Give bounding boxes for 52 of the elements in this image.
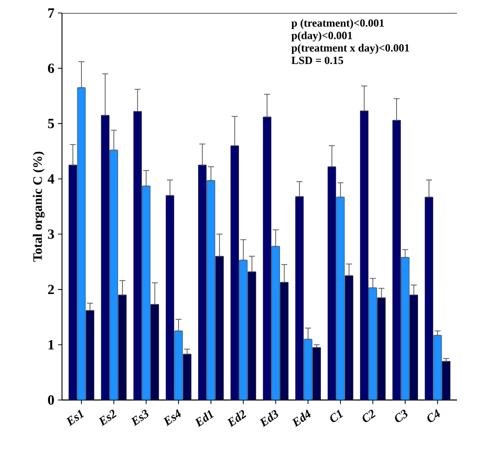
annotation: p(day)<0.001 <box>291 31 352 42</box>
bar <box>360 110 368 400</box>
y-tick-label: 7 <box>48 8 54 18</box>
annotation: LSD = 0.15 <box>291 56 344 64</box>
x-tick-label: Es2 <box>98 410 117 426</box>
x-tick-label: Ed2 <box>227 410 246 428</box>
bar <box>433 335 442 400</box>
x-tick-label: Es4 <box>164 409 181 426</box>
bar <box>110 150 118 400</box>
bar <box>183 354 192 400</box>
bar <box>410 294 418 400</box>
bar <box>312 347 321 400</box>
annotation: p(treatment x day)<0.001 <box>291 44 410 54</box>
bar <box>392 120 401 400</box>
bar <box>230 146 239 400</box>
bar <box>272 246 280 400</box>
bar <box>174 330 183 400</box>
bar <box>68 164 77 400</box>
bar <box>368 288 377 400</box>
annotation: p (treatment)<0.001 <box>291 19 384 29</box>
x-tick-label: Es1 <box>66 410 84 426</box>
bar <box>142 186 150 400</box>
bar <box>133 111 142 400</box>
bar <box>198 164 206 400</box>
y-tick-label: 2 <box>48 284 54 294</box>
x-tick-label: Ed3 <box>260 410 278 428</box>
x-tick-label: Ed1 <box>195 410 214 428</box>
bar <box>101 115 110 400</box>
bar <box>442 361 450 400</box>
x-tick-label: Ed4 <box>292 409 311 428</box>
bar <box>280 282 288 400</box>
y-tick-label: 5 <box>48 118 54 128</box>
bar <box>166 195 174 400</box>
bar <box>150 304 159 400</box>
bar <box>401 257 410 400</box>
x-tick-label: C3 <box>395 410 408 422</box>
x-tick-label: C1 <box>330 410 344 422</box>
bar <box>86 310 94 400</box>
y-tick-label: 6 <box>48 64 54 73</box>
bar <box>262 116 272 400</box>
bar <box>328 166 336 400</box>
y-tick-label: 1 <box>48 340 54 350</box>
bar <box>239 260 248 400</box>
bar <box>248 272 256 400</box>
y-tick-label: 4 <box>48 174 54 184</box>
x-tick-label: C2 <box>362 410 376 422</box>
y-axis-title: Total organic C (%) <box>32 152 45 262</box>
y-tick-label: 0 <box>48 395 54 405</box>
bar <box>118 294 127 400</box>
x-tick-label: C4 <box>427 409 440 422</box>
y-tick-label: 3 <box>48 229 54 239</box>
x-tick-label: Es3 <box>131 410 148 426</box>
